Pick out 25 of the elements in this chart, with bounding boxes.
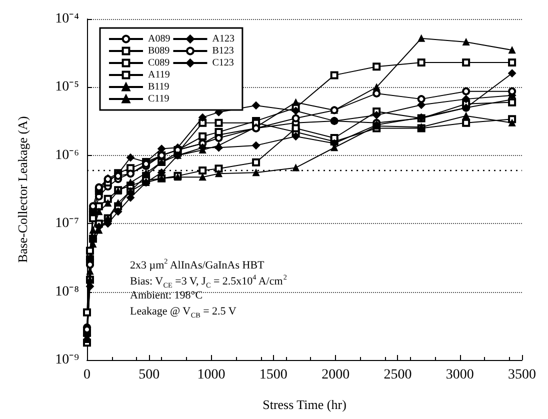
y-axis-title: Base-Collector Leakage (A) [15, 116, 30, 263]
legend-label: B123 [212, 46, 234, 56]
legend-label: C089 [148, 58, 170, 68]
legend-label: A089 [148, 34, 170, 44]
x-tick-label: 0 [84, 368, 90, 382]
x-tick-label: 2500 [384, 368, 412, 382]
x-tick-label: 3000 [446, 368, 474, 382]
y-tick-label: 10⁻⁹ [55, 352, 80, 368]
x-tick-label: 1500 [259, 368, 288, 382]
y-tick-label: 10⁻⁸ [55, 284, 80, 300]
legend-label: B119 [148, 82, 170, 92]
x-tick-label: 500 [138, 368, 160, 382]
legend-label: B089 [148, 46, 170, 56]
y-tick-label: 10⁻⁷ [55, 216, 80, 232]
legend-label: C123 [212, 58, 234, 68]
x-tick-label: 3500 [508, 368, 536, 382]
legend-label: A119 [148, 70, 170, 80]
y-tick-label: 10⁻⁶ [55, 148, 80, 163]
x-tick-label: 2000 [322, 368, 350, 382]
legend-label: A123 [212, 34, 234, 44]
x-axis-title: Stress Time (hr) [262, 397, 346, 412]
y-tick-label: 10⁻⁴ [55, 12, 80, 26]
x-tick-label: 1000 [197, 368, 226, 382]
legend-label: C119 [148, 94, 170, 104]
y-tick-label: 10⁻⁵ [55, 80, 80, 95]
